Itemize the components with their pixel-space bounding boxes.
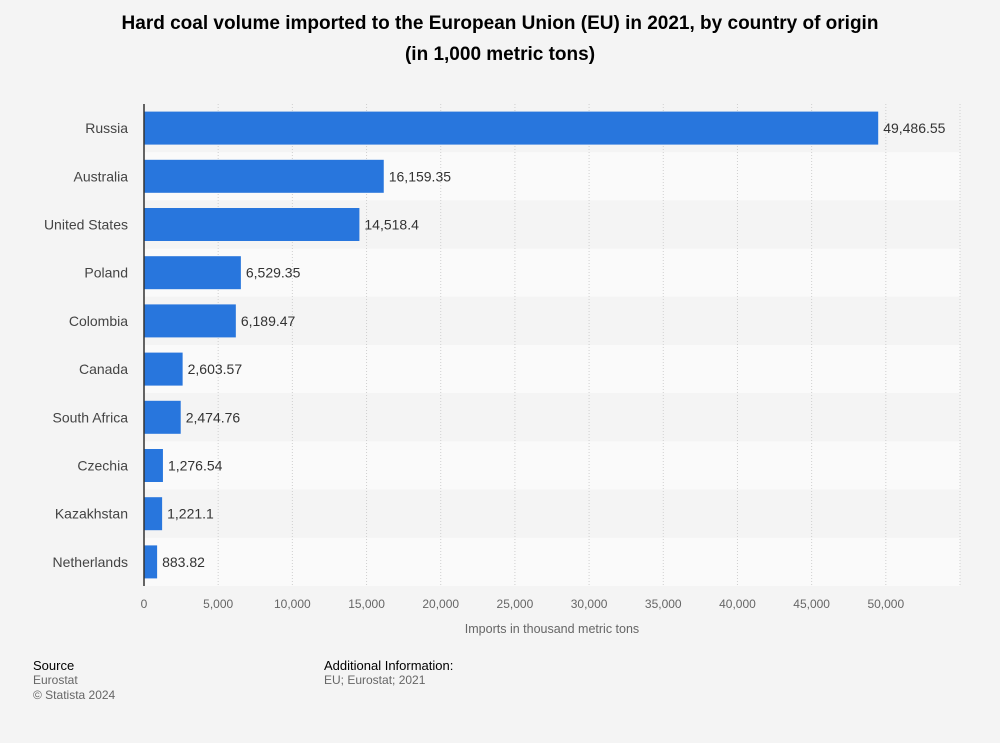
x-tick-label: 45,000 [793, 597, 830, 611]
x-tick-label: 0 [141, 597, 148, 611]
x-tick-label: 20,000 [422, 597, 459, 611]
chart-title: Hard coal volume imported to the Europea… [0, 8, 1000, 70]
category-label: Poland [84, 265, 128, 281]
bar[interactable] [144, 304, 236, 338]
bar[interactable] [144, 208, 360, 241]
row-band [144, 248, 960, 297]
x-tick-label: 25,000 [497, 597, 534, 611]
source-heading: Source [33, 658, 75, 673]
value-label: 883.82 [162, 554, 205, 570]
category-label: Kazakhstan [55, 506, 128, 522]
source-name[interactable]: Eurostat [33, 673, 78, 687]
row-band [144, 489, 960, 538]
category-label: South Africa [53, 409, 129, 425]
bar[interactable] [144, 352, 183, 386]
row-band [144, 537, 960, 586]
info-text: EU; Eurostat; 2021 [324, 673, 426, 687]
value-label: 6,529.35 [246, 265, 301, 281]
bars [144, 111, 879, 579]
copyright: © Statista 2024 [33, 688, 116, 702]
row-band [144, 393, 960, 442]
source-block: Source Eurostat © Statista 2024 [33, 658, 115, 703]
value-label: 2,474.76 [186, 409, 241, 425]
chart-subtitle: (in 1,000 metric tons) [404, 44, 596, 65]
value-label: 14,518.4 [364, 217, 419, 233]
x-tick-label: 10,000 [274, 597, 311, 611]
category-label: Australia [74, 168, 129, 184]
bar[interactable] [144, 111, 879, 145]
bar[interactable] [144, 256, 241, 290]
bar[interactable] [144, 497, 163, 531]
bar[interactable] [144, 400, 181, 434]
x-tick-label: 40,000 [719, 597, 756, 611]
x-tick-label: 30,000 [571, 597, 608, 611]
x-tick-label: 15,000 [348, 597, 385, 611]
grid-lines [217, 104, 961, 586]
category-label: United States [44, 217, 128, 233]
category-label: Colombia [69, 313, 128, 329]
x-axis-label: Imports in thousand metric tons [465, 622, 639, 636]
category-label: Russia [85, 120, 128, 136]
row-band [144, 441, 960, 490]
value-label: 2,603.57 [188, 361, 243, 377]
value-label: 1,276.54 [168, 458, 223, 474]
labels: 0 5,000 10,000 15,000 20,000 25,000 30,000 35,0… [44, 120, 946, 611]
value-label: 16,159.35 [389, 168, 451, 184]
category-label: Czechia [77, 458, 128, 474]
category-label: Netherlands [53, 554, 129, 570]
value-label: 1,221.1 [167, 506, 214, 522]
row-band [144, 296, 960, 345]
row-band [144, 345, 960, 394]
bar[interactable] [144, 545, 158, 579]
category-label: Canada [79, 361, 128, 377]
value-label: 6,189.47 [241, 313, 296, 329]
additional-info-block: Additional Information: EU; Eurostat; 20… [324, 658, 453, 688]
bar[interactable] [144, 449, 163, 482]
value-label: 49,486.55 [883, 120, 945, 136]
info-heading: Additional Information: [324, 658, 454, 673]
chart-title-main: Hard coal volume imported to the Europea… [121, 13, 879, 34]
bar[interactable] [144, 159, 384, 193]
x-tick-label: 35,000 [645, 597, 682, 611]
x-tick-label: 5,000 [203, 597, 233, 611]
x-tick-label: 50,000 [867, 597, 904, 611]
